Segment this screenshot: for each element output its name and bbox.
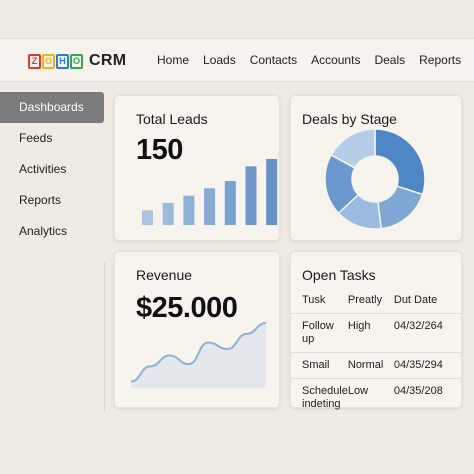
- lead-bar: [245, 166, 257, 225]
- deals-by-stage-card[interactable]: Deals by Stage: [290, 95, 462, 241]
- sidebar-item-reports[interactable]: Reports: [19, 193, 62, 207]
- donut-slice: [330, 128, 376, 169]
- open-tasks-card[interactable]: Open Tasks Tusk Preatly Dut Date Follow …: [290, 251, 462, 417]
- zoho-logo-icon: Z O H O: [28, 53, 83, 69]
- revenue-line: [130, 322, 267, 383]
- table-row[interactable]: Schedule indeting Low 04/35/208: [291, 378, 461, 417]
- table-row[interactable]: Follow up High 04/32/264: [291, 313, 461, 353]
- task-due-date: 04/32/264: [393, 313, 461, 353]
- sidebar-item-analytics[interactable]: Analytics: [19, 224, 68, 238]
- lead-bar: [183, 195, 195, 225]
- task-priority: Low: [347, 378, 394, 417]
- nav-reports[interactable]: Reports: [419, 53, 462, 67]
- zoho-crm-logo[interactable]: Z O H O CRM: [28, 50, 126, 72]
- task-priority: High: [347, 313, 394, 353]
- nav-contacts[interactable]: Contacts: [249, 53, 298, 67]
- column-header-task[interactable]: Tusk: [302, 294, 326, 306]
- logo-letter: Z: [28, 53, 41, 69]
- revenue-card[interactable]: Revenue $25.000: [114, 251, 280, 408]
- task-name: Schedule indeting: [291, 378, 348, 417]
- deals-donut-chart: [324, 128, 426, 230]
- lead-bar: [142, 210, 153, 225]
- card-title: Revenue: [136, 267, 193, 283]
- revenue-value: $25.000: [136, 292, 238, 324]
- lead-bar: [224, 181, 236, 225]
- sidebar: Dashboards Feeds Activities Reports Anal…: [0, 92, 104, 247]
- logo-letter: O: [70, 53, 83, 69]
- nav-home[interactable]: Home: [157, 53, 190, 67]
- card-title: Deals by Stage: [302, 111, 397, 127]
- lead-bar: [162, 203, 174, 225]
- card-title: Total Leads: [136, 111, 208, 127]
- leads-bar-chart: [142, 159, 278, 225]
- open-tasks-table: Tusk Preatly Dut Date Follow up High 04/…: [291, 288, 461, 417]
- task-priority: Normal: [347, 352, 394, 379]
- logo-text: CRM: [89, 52, 127, 69]
- sidebar-item-dashboards[interactable]: Dashboards: [0, 92, 104, 123]
- task-due-date: 04/35/208: [393, 378, 461, 417]
- sidebar-divider: [104, 262, 105, 412]
- main-nav: Home Loads Contacts Accounts Deals Repor…: [157, 53, 461, 67]
- column-header-due-date[interactable]: Dut Date: [393, 294, 438, 306]
- nav-loads[interactable]: Loads: [203, 53, 236, 67]
- sidebar-item-feeds[interactable]: Feeds: [19, 131, 53, 145]
- total-leads-card[interactable]: Total Leads 150: [114, 95, 280, 241]
- task-due-date: 04/35/294: [393, 352, 461, 379]
- total-leads-value: 150: [136, 134, 183, 166]
- donut-slice: [374, 128, 426, 196]
- top-navigation-bar: Z O H O CRM Home Loads Contacts Accounts…: [0, 38, 474, 82]
- lead-bar: [266, 159, 278, 225]
- nav-accounts[interactable]: Accounts: [311, 53, 361, 67]
- card-title: Open Tasks: [302, 267, 376, 283]
- task-name: Follow up: [291, 313, 348, 353]
- column-header-priority[interactable]: Preatly: [347, 294, 383, 306]
- table-header-row: Tusk Preatly Dut Date: [291, 288, 461, 314]
- logo-letter: O: [42, 53, 55, 69]
- logo-letter: H: [56, 53, 69, 69]
- revenue-area-chart: [130, 322, 267, 388]
- sidebar-item-activities[interactable]: Activities: [19, 162, 67, 176]
- donut-slice: [377, 185, 424, 230]
- nav-deals[interactable]: Deals: [374, 53, 406, 67]
- table-row[interactable]: Smail Normal 04/35/294: [291, 352, 461, 379]
- task-name: Smail: [291, 352, 348, 379]
- lead-bar: [204, 188, 216, 225]
